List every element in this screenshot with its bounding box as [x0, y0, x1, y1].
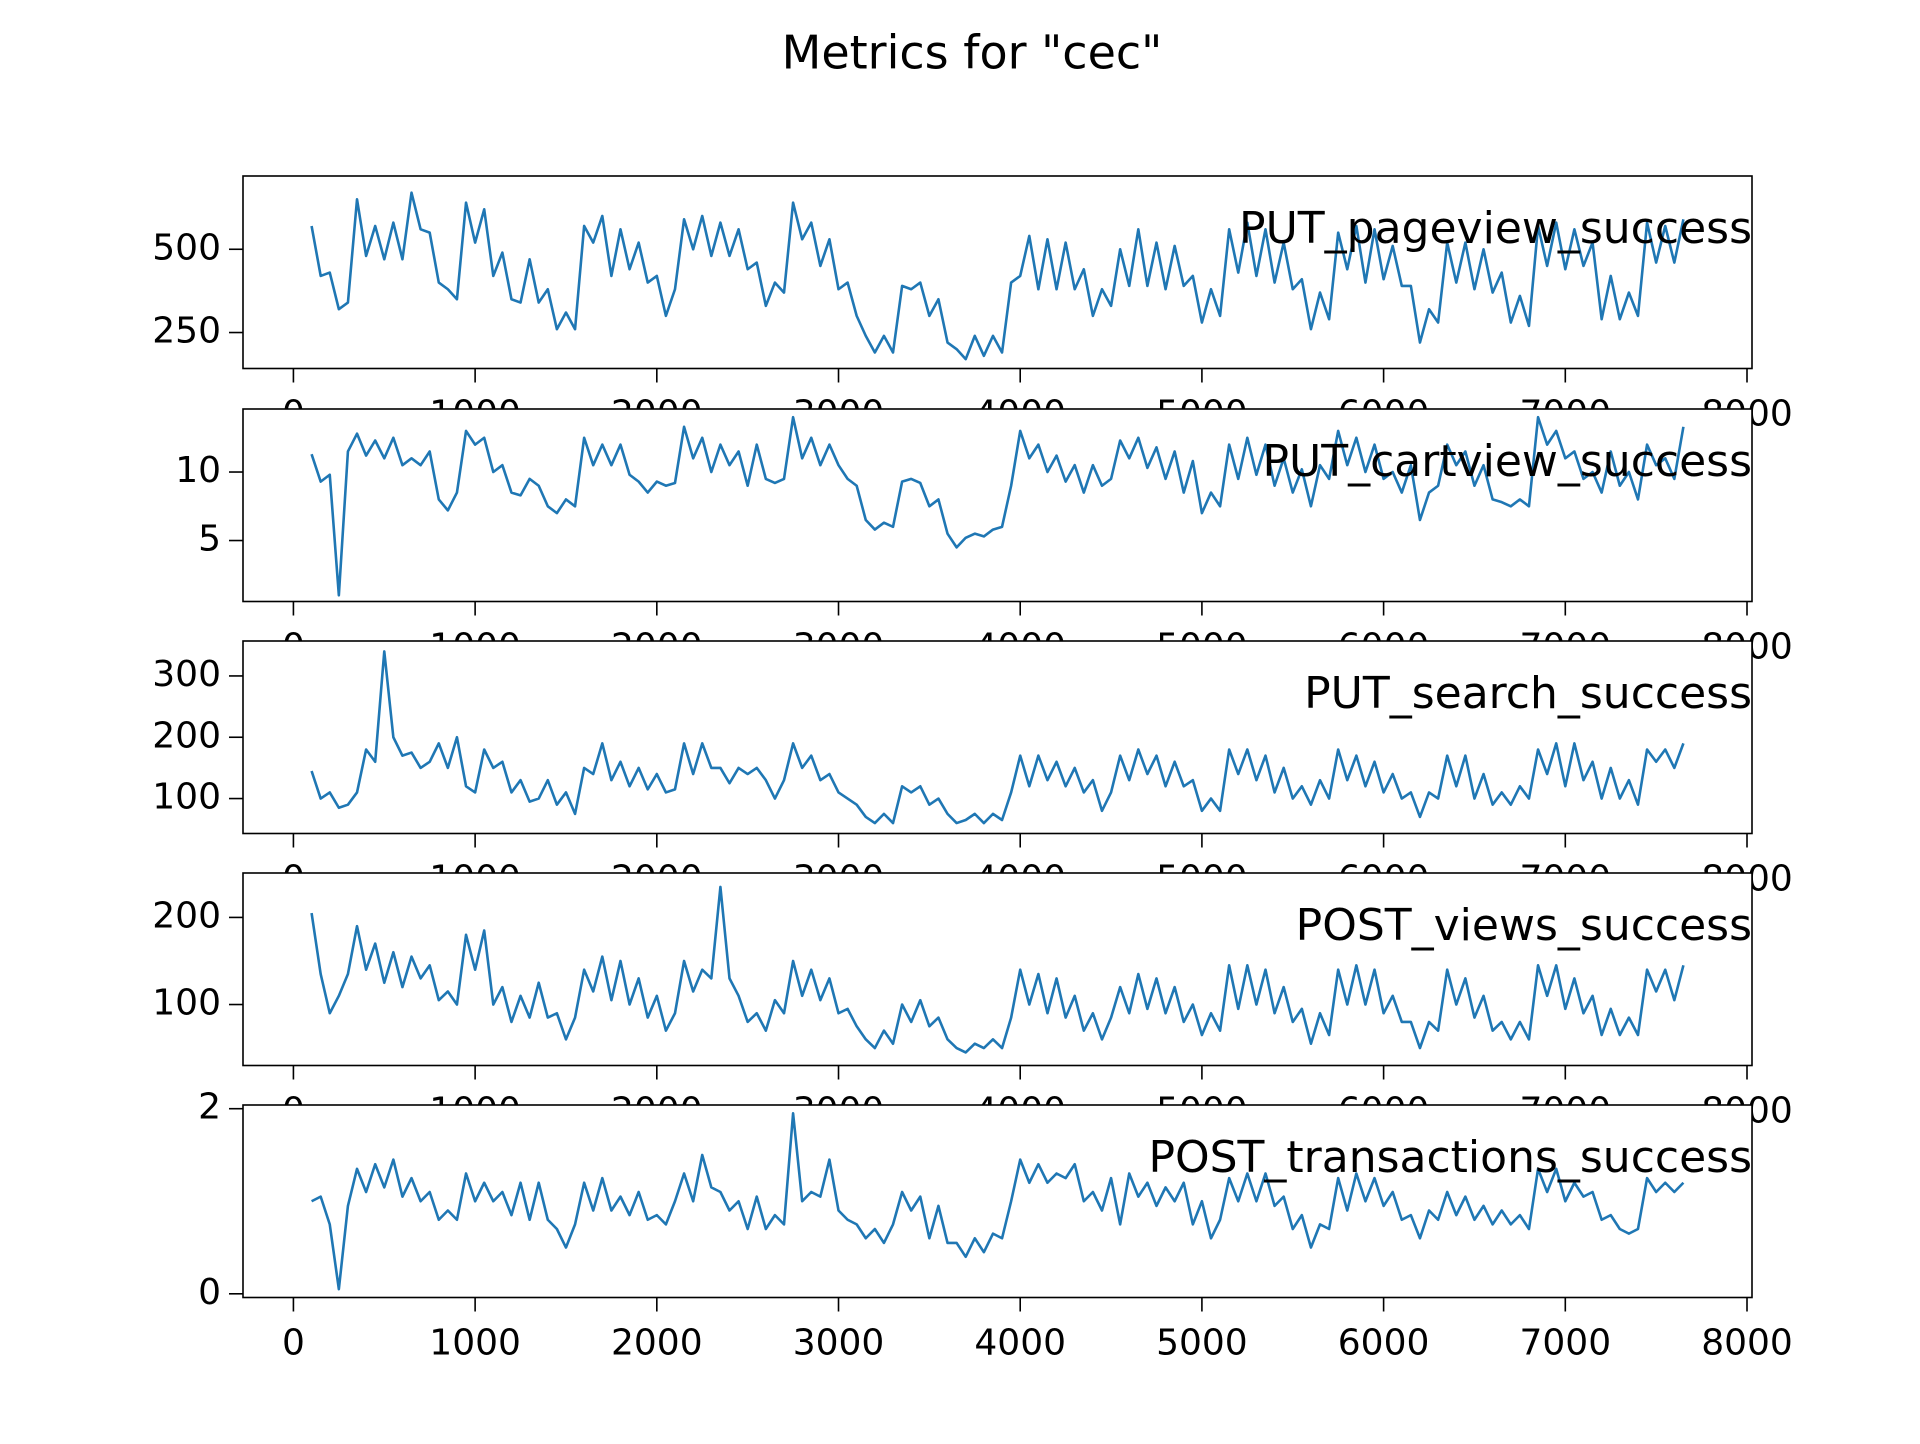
axes-background: [243, 641, 1752, 834]
subplot-label: POST_transactions_success: [1148, 1132, 1752, 1183]
x-tick-label: 8000: [1701, 1323, 1793, 1364]
axes-frame: [242, 872, 1753, 1067]
data-line: [310, 885, 1685, 1054]
x-tick-label: 7000: [1519, 1323, 1611, 1364]
axes-frame: [242, 408, 1753, 603]
x-tick-label: 2000: [611, 1323, 703, 1364]
subplot-label: PUT_pageview_success: [1239, 203, 1752, 254]
y-tick-label: 2: [198, 1087, 221, 1128]
y-tick-label: 100: [152, 777, 221, 818]
axes-frame: [242, 175, 1753, 370]
y-tick-label: 250: [152, 311, 221, 352]
axes-background: [243, 409, 1752, 602]
x-tick-label: 3000: [793, 1323, 885, 1364]
x-tick-label: 4000: [974, 1323, 1066, 1364]
y-tick-label: 5: [198, 519, 221, 560]
data-line: [310, 650, 1685, 825]
subplot-label: PUT_search_success: [1304, 668, 1752, 719]
y-tick-label: 0: [198, 1272, 221, 1313]
y-tick-label: 500: [152, 227, 221, 268]
y-tick-label: 300: [152, 654, 221, 695]
data-line: [310, 1112, 1685, 1291]
subplot-label: POST_views_success: [1296, 900, 1752, 951]
y-tick-label: 200: [152, 715, 221, 756]
subplot: 0 2 0 1000 2000 3000 4000 5000 6000 7000 8000 POST_…: [198, 1087, 1793, 1364]
axes-frame: [242, 1104, 1753, 1299]
y-tick-label: 200: [152, 895, 221, 936]
figure-title: Metrics for "cec": [782, 26, 1163, 80]
x-tick-label: 6000: [1338, 1323, 1430, 1364]
data-line: [310, 191, 1685, 361]
y-tick-label: 10: [175, 450, 221, 491]
x-tick-label: 1000: [429, 1323, 521, 1364]
x-tick-label: 5000: [1156, 1323, 1248, 1364]
subplot-label: PUT_cartview_success: [1262, 436, 1752, 487]
axes-background: [243, 873, 1752, 1066]
data-line: [310, 415, 1685, 597]
x-tick-label: 0: [282, 1323, 305, 1364]
y-tick-label: 100: [152, 983, 221, 1024]
